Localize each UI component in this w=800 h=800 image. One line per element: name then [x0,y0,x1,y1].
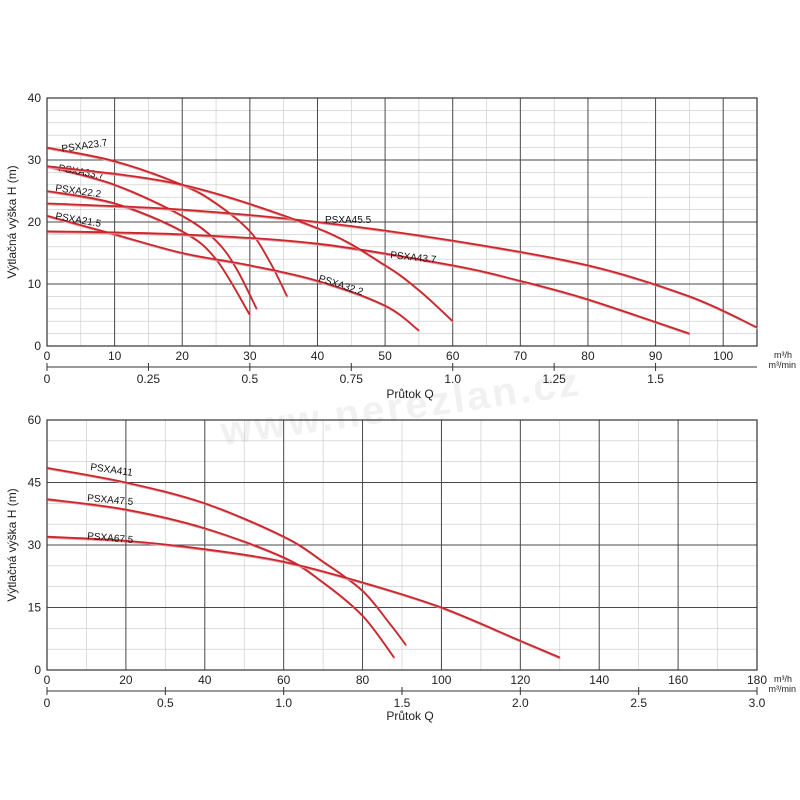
y-tick-label: 0 [34,663,41,677]
x2-tick-label: 1.0 [444,372,461,386]
series-curve-shadow [47,536,561,660]
y-tick-label: 15 [28,601,42,615]
x-tick-label: 20 [176,349,190,363]
x-tick-label: 50 [378,349,392,363]
x-tick-label: 30 [243,349,257,363]
x-tick-label: 70 [514,349,528,363]
series-label: PSXA23.7 [61,138,109,155]
series-label: PSXA22.2 [55,183,103,200]
x-unit-label: m³/h [774,350,792,360]
chart-top: 0 10 20 30 40 0 10 20 30 40 50 60 70 80 90 100 0 0.25 0.5 0… [5,91,796,401]
series-label: PSXA45.5 [325,215,372,226]
x-tick-label: 0 [44,673,51,687]
x-tick-label: 100 [431,673,451,687]
y-tick-label: 45 [28,476,42,490]
series-curve [46,214,420,332]
series-label: PSXA21.5 [54,211,102,230]
series-label: PSXA47.5 [87,493,134,508]
x-axis-title: Průtok Q [386,387,433,401]
x-tick-label: 40 [311,349,325,363]
x-tick-label: 100 [713,349,733,363]
y-tick-label: 30 [28,153,42,167]
x2-tick-label: 0.75 [340,372,364,386]
series-label: PSXA67.5 [87,531,134,546]
x2-tick-label: 1.25 [542,372,566,386]
series-label: PSXA43.7 [390,250,437,266]
x2-tick-label: 2.0 [512,696,529,710]
series-curve [46,230,690,335]
series-curve-shadow [47,166,454,323]
x2-tick-label: 1.0 [275,696,292,710]
x2-tick-label: 0.5 [157,696,174,710]
y-axis-title: Výtlačná výška H (m) [5,165,19,278]
x2-tick-label: 1.5 [647,372,664,386]
x-tick-label: 80 [356,673,370,687]
x2-tick-label: 2.5 [630,696,647,710]
x-tick-label: 60 [446,349,460,363]
x-tick-label: 120 [510,673,530,687]
x-tick-label: 180 [747,673,767,687]
x-tick-label: 60 [277,673,291,687]
series-curve [46,146,288,297]
y-tick-label: 60 [28,413,42,427]
y-tick-label: 10 [28,277,42,291]
x-tick-label: 140 [589,673,609,687]
series-curve-shadow [47,191,252,317]
x-unit-label: m³/h [774,674,792,684]
series-curve [46,165,258,310]
x2-unit-label: m³/min [769,684,797,694]
x2-tick-label: 3.0 [749,696,766,710]
x-tick-label: 80 [581,349,595,363]
x-tick-label: 40 [198,673,212,687]
x-tick-label: 10 [108,349,122,363]
y-tick-label: 20 [28,215,42,229]
series-curve-shadow [47,231,691,336]
x-axis-title: Průtok Q [386,709,433,723]
plot-frame [46,419,758,671]
x2-tick-label: 1.5 [394,696,411,710]
series-curve [46,467,407,646]
y-axis-title: Výtlačná výška H (m) [5,488,19,601]
chart-bottom: 0 15 30 45 60 0 20 40 60 80 100 120 140 160 180 0 0.5 1.0… [5,413,796,723]
x-tick-label: 160 [668,673,688,687]
series-curve [46,498,395,659]
series-curve [46,190,251,316]
x-tick-label: 90 [649,349,663,363]
plot-frame [46,97,758,347]
watermark: www.nerezlan.cz [217,360,584,454]
y-tick-label: 0 [34,339,41,353]
x2-unit-label: m³/min [769,360,797,370]
x2-tick-label: 0.5 [242,372,259,386]
x-tick-label: 0 [44,349,51,363]
series-label: PSXA32.2 [317,273,365,298]
x-tick-label: 20 [119,673,133,687]
x2-tick-label: 0 [44,696,51,710]
y-tick-label: 40 [28,91,42,105]
y-tick-label: 30 [28,538,42,552]
x2-tick-label: 0 [44,372,51,386]
x2-tick-label: 0.25 [137,372,161,386]
series-curve-shadow [47,203,758,330]
series-curve [46,202,758,329]
series-curve [46,165,454,322]
series-curve [46,535,561,659]
